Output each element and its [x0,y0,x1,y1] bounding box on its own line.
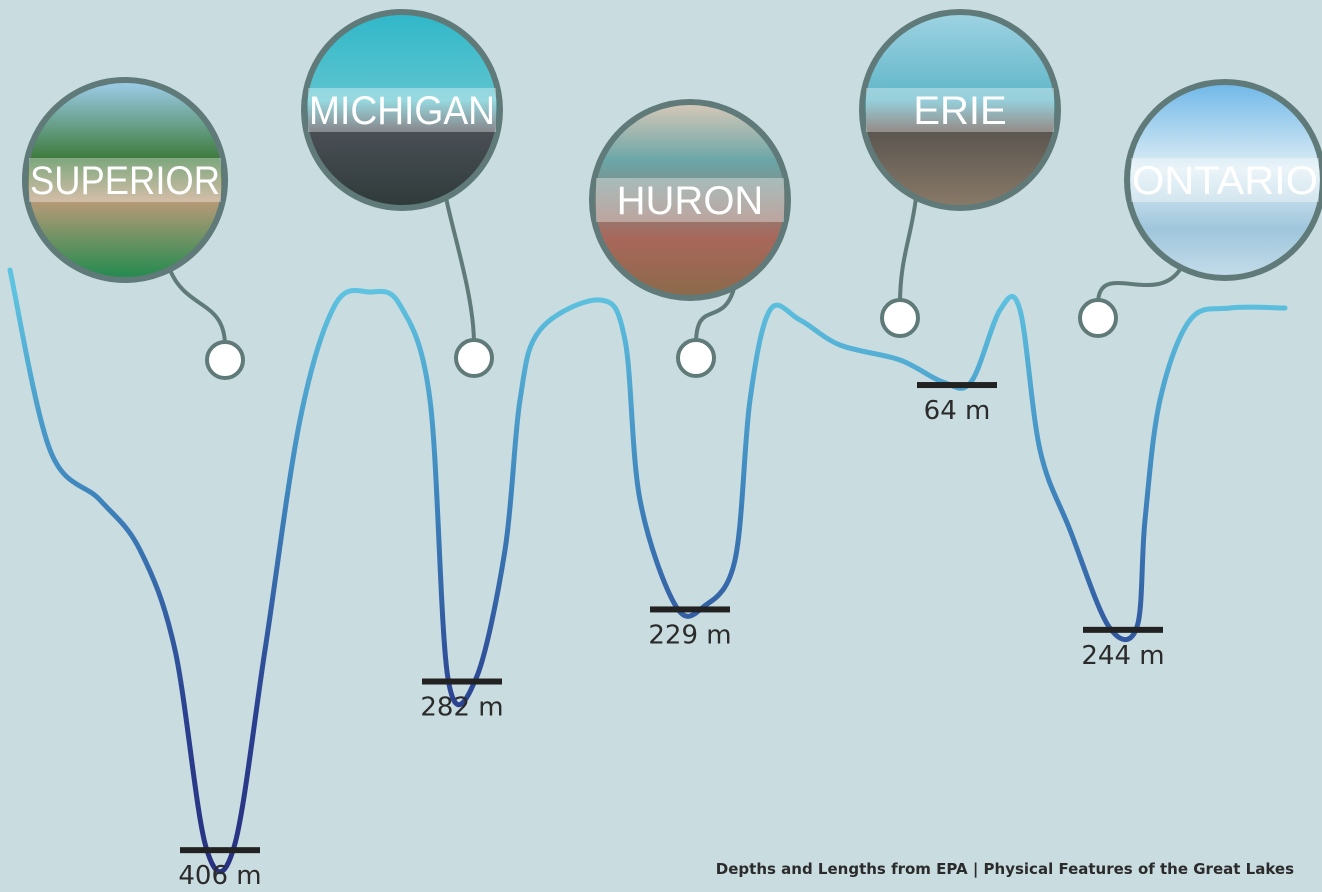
depth-label: 244 m [1081,641,1164,671]
name-band [1131,158,1319,202]
lake-name: ERIE [913,89,1006,133]
depth-profile-line [7,267,1288,875]
name-band [308,88,496,132]
connector [694,287,737,345]
connector [168,269,227,347]
lake-photo [859,9,1061,211]
depth-bar [422,678,502,685]
connector [444,197,476,345]
lake-marker: ONTARIO [1078,79,1322,338]
name-band [866,88,1054,132]
pin [454,338,494,378]
depth-label: 282 m [420,693,503,723]
pin [676,338,716,378]
connector [898,197,918,305]
lake-name: HURON [617,179,764,223]
pin [1078,298,1118,338]
connector [1096,267,1183,305]
depth-bar [180,847,260,854]
lake-photo [589,99,791,301]
depth-label: 229 m [648,620,731,650]
lake-photo [22,77,228,283]
depth-label: 406 m [178,861,261,891]
pin [205,340,245,380]
pin [880,298,920,338]
lake-marker: HURON [589,99,791,378]
lake-photo [1124,79,1322,281]
name-band [29,158,221,202]
depth-bar [1083,626,1163,633]
lake-name: MICHIGAN [309,89,495,133]
lake-marker: MICHIGAN [301,9,503,378]
depth-label: 64 m [924,396,991,426]
lake-name: SUPERIOR [30,159,220,203]
lake-photo [301,9,503,211]
depth-bar [650,606,730,613]
name-band [596,178,784,222]
lake-marker: SUPERIOR [22,77,245,380]
lake-marker: ERIE [859,9,1061,338]
lake-name: ONTARIO [1132,159,1318,203]
depth-bar [917,382,997,389]
source: Depths and Lengths from EPA | Physical F… [716,860,1294,879]
